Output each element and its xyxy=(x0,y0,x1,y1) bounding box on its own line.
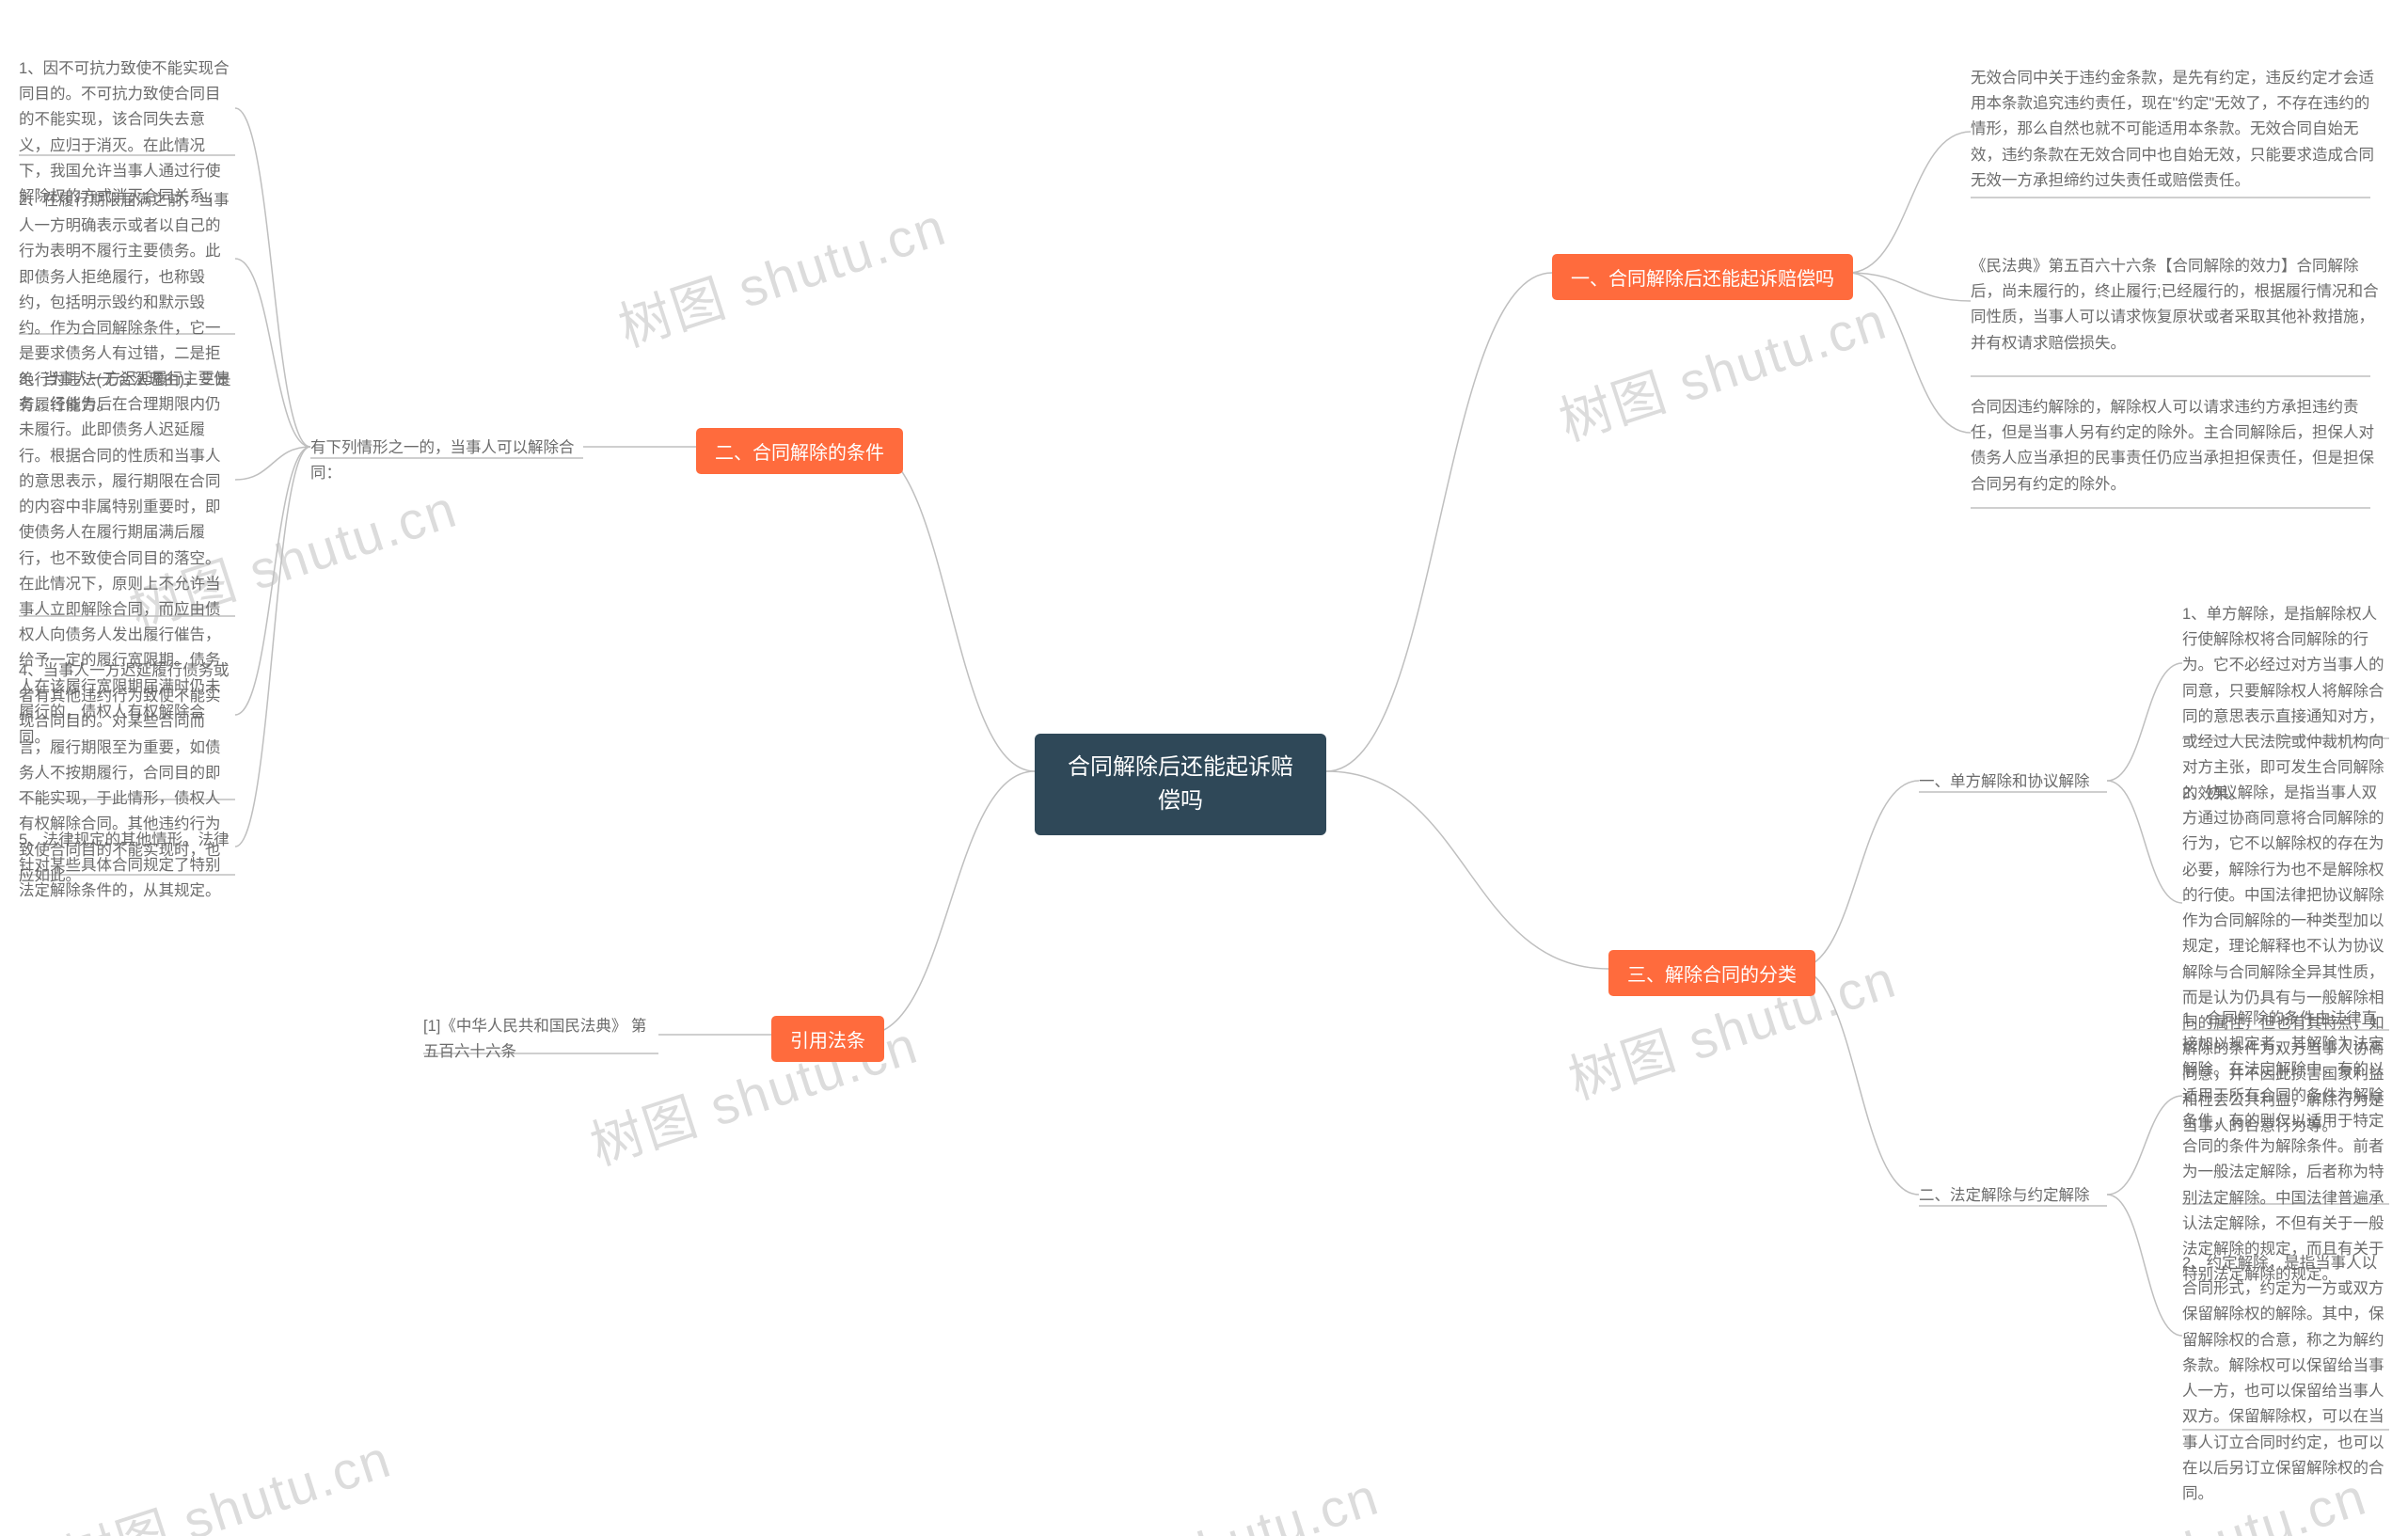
leaf-r3-2-2: 2、约定解除，是指当事人以合同形式，约定为一方或双方保留解除权的解除。其中，保留… xyxy=(2182,1251,2389,1507)
leaf-r3-2-1: 1、合同解除的条件由法律直接加以规定者，其解除为法定解除。在法定解除中，有的以适… xyxy=(2182,1006,2389,1288)
intro-l2: 有下列情形之一的，当事人可以解除合同： xyxy=(310,435,583,486)
leaf-r3-1-1: 1、单方解除，是指解除权人行使解除权将合同解除的行为。它不必经过对方当事人的同意… xyxy=(2182,602,2389,807)
branch-r3: 三、解除合同的分类 xyxy=(1608,950,1815,996)
center-node: 合同解除后还能起诉赔偿吗 xyxy=(1035,734,1326,835)
branch-l2: 二、合同解除的条件 xyxy=(696,428,903,474)
branch-r1: 一、合同解除后还能起诉赔偿吗 xyxy=(1552,254,1853,300)
leaf-r1-2: 《民法典》第五百六十六条【合同解除的效力】合同解除后，尚未履行的，终止履行;已经… xyxy=(1971,254,2384,356)
sub-r3-2: 二、法定解除与约定解除 xyxy=(1919,1183,2090,1209)
leaf-l2-5: 5、法律规定的其他情形。法律针对某些具体合同规定了特别法定解除条件的，从其规定。 xyxy=(19,828,235,905)
branch-ref: 引用法条 xyxy=(771,1016,884,1062)
leaf-ref-1: [1]《中华人民共和国民法典》 第五百六十六条 xyxy=(423,1014,658,1065)
leaf-r1-3: 合同因违约解除的，解除权人可以请求违约方承担违约责任，但是当事人另有约定的除外。… xyxy=(1971,395,2384,498)
sub-r3-1: 一、单方解除和协议解除 xyxy=(1919,769,2090,795)
leaf-l2-1: 1、因不可抗力致使不能实现合同目的。不可抗力致使合同目的不能实现，该合同失去意义… xyxy=(19,56,235,210)
leaf-r1-1: 无效合同中关于违约金条款，是先有约定，违反约定才会适用本条款追究违约责任，现在"… xyxy=(1971,66,2384,194)
